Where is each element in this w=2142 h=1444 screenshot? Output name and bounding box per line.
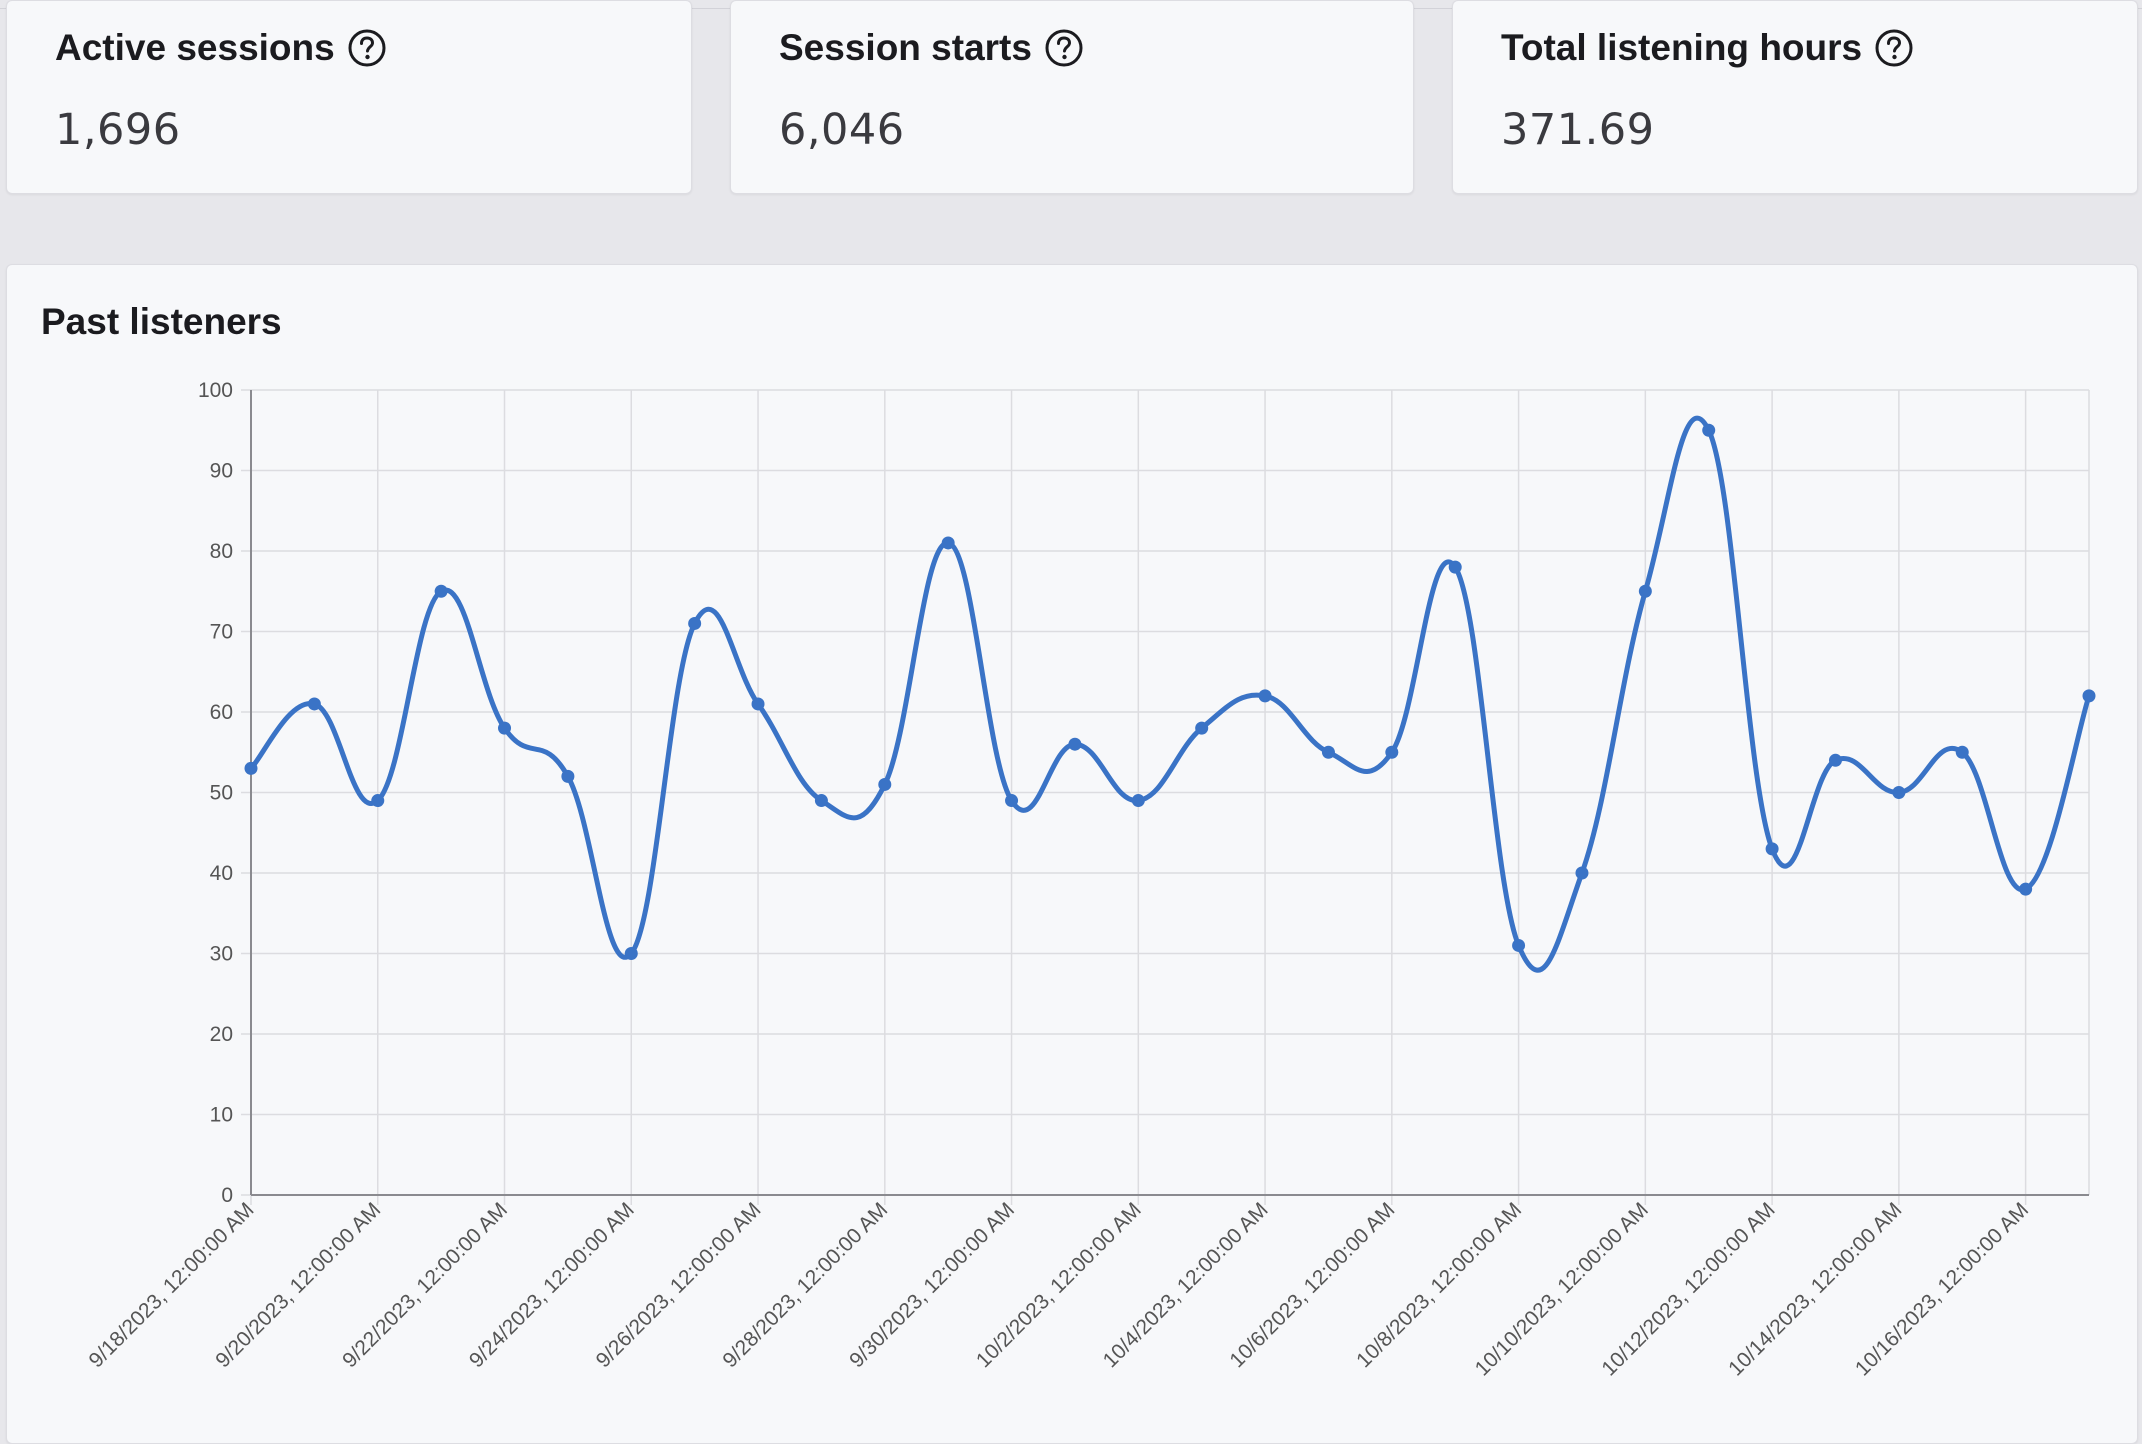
data-point — [244, 761, 258, 775]
total-listening-hours-label-text: Total listening hours — [1501, 27, 1863, 68]
active-sessions-card: Active sessions 1,696 — [6, 0, 692, 194]
session-starts-label: Session starts — [779, 27, 1084, 69]
y-tick-label: 0 — [221, 1184, 233, 1207]
data-point — [1321, 745, 1335, 759]
total-listening-hours-card: Total listening hours 371.69 — [1452, 0, 2138, 194]
y-tick-label: 30 — [210, 943, 233, 966]
data-point — [1702, 423, 1716, 437]
data-point — [498, 721, 512, 735]
data-point — [2019, 882, 2033, 896]
session-starts-label-text: Session starts — [779, 27, 1032, 68]
active-sessions-label: Active sessions — [55, 27, 387, 69]
data-point — [1195, 721, 1209, 735]
total-listening-hours-value: 371.69 — [1501, 105, 1655, 155]
data-point — [1765, 842, 1779, 856]
data-point — [878, 777, 892, 791]
y-tick-label: 90 — [210, 460, 233, 483]
y-tick-label: 20 — [210, 1023, 233, 1046]
data-point — [941, 536, 955, 550]
y-tick-label: 40 — [210, 862, 233, 885]
data-point — [814, 794, 828, 808]
data-point — [688, 616, 702, 630]
data-point — [1638, 584, 1652, 598]
data-point — [307, 697, 321, 711]
y-tick-label: 70 — [210, 621, 233, 644]
data-point — [434, 584, 448, 598]
data-point — [1068, 737, 1082, 751]
data-point — [371, 794, 385, 808]
y-tick-label: 10 — [210, 1104, 233, 1127]
question-circle-icon[interactable] — [1044, 28, 1084, 68]
active-sessions-value: 1,696 — [55, 105, 181, 155]
data-point — [624, 947, 638, 960]
session-starts-card: Session starts 6,046 — [730, 0, 1414, 194]
chart-title: Past listeners — [41, 301, 282, 342]
data-point — [1955, 745, 1969, 759]
y-tick-label: 80 — [210, 540, 233, 563]
data-point — [1448, 560, 1462, 574]
data-point — [1892, 786, 1906, 799]
total-listening-hours-label: Total listening hours — [1501, 27, 1914, 69]
data-point — [1512, 938, 1526, 952]
data-point — [1131, 794, 1145, 808]
question-circle-icon[interactable] — [347, 28, 387, 68]
active-sessions-label-text: Active sessions — [55, 27, 335, 68]
data-point — [1828, 753, 1842, 767]
past-listeners-card: Past listeners 0 10 20 30 40 50 60 70 80 90 100 9/1… — [6, 264, 2138, 1444]
y-tick-label: 100 — [198, 379, 233, 402]
data-point — [1385, 745, 1399, 759]
data-point — [561, 769, 575, 783]
data-point — [1258, 689, 1272, 703]
question-circle-icon[interactable] — [1874, 28, 1914, 68]
data-point — [751, 697, 765, 711]
data-point — [1005, 794, 1019, 808]
y-tick-label: 60 — [210, 701, 233, 724]
data-point — [2082, 689, 2096, 703]
series-line — [249, 415, 2092, 973]
session-starts-value: 6,046 — [779, 105, 905, 155]
y-tick-label: 50 — [210, 782, 233, 805]
data-point — [1575, 866, 1589, 880]
